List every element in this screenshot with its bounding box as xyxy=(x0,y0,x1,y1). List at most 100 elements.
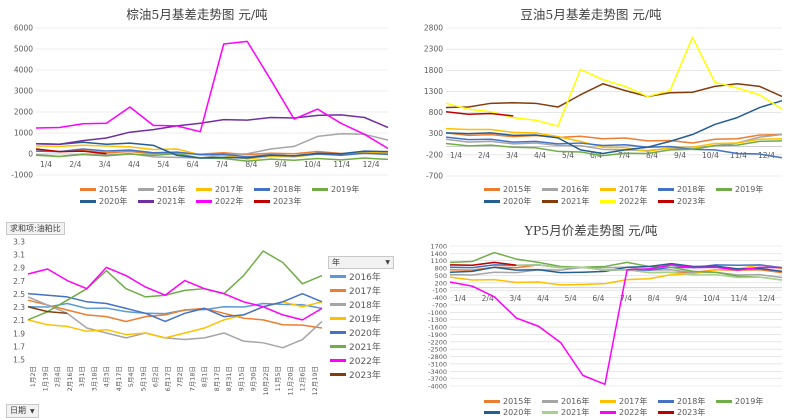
legend-swatch xyxy=(600,411,616,414)
chart-title: 棕油5月基差走势图 元/吨 xyxy=(126,7,268,22)
x-tick-label: 11月5日 xyxy=(274,366,282,391)
legend-label: 2021年 xyxy=(561,197,590,206)
legend-swatch xyxy=(484,411,500,414)
x-tick-label: 8月1日 xyxy=(201,366,209,387)
palm-legend: 2015年 2016年 2017年 2018年 2019年 2020年 2021年 2022年… xyxy=(80,184,380,210)
x-tick-label: 12月6日 xyxy=(299,366,307,391)
legend-swatch xyxy=(658,411,674,414)
x-tick-label: 2/4 xyxy=(69,160,81,169)
legend-swatch xyxy=(80,200,96,203)
legend-swatch xyxy=(484,200,500,203)
legend-item: 2019年 xyxy=(330,312,381,325)
legend-swatch xyxy=(196,200,212,203)
x-tick-label: 6月2日 xyxy=(152,366,160,387)
x-tick-label: 4月3日 xyxy=(103,366,111,387)
legend-swatch xyxy=(600,188,616,191)
legend-item: 2016年 xyxy=(138,184,185,195)
legend-item: 2019年 xyxy=(312,184,359,195)
legend-swatch xyxy=(600,200,616,203)
y-tick-label: 1700 xyxy=(430,243,447,251)
y-tick-label: -700 xyxy=(426,172,443,181)
legend-item: 2018年 xyxy=(658,396,705,407)
legend-label: 2015年 xyxy=(99,185,128,194)
y-tick-label: -1600 xyxy=(428,324,447,332)
x-tick-label: 7/4 xyxy=(216,160,228,169)
x-tick-label: 4/4 xyxy=(534,151,546,160)
y-tick-label: 2.5 xyxy=(13,290,25,299)
legend-item: 2017年 xyxy=(600,184,647,195)
legend-swatch xyxy=(330,303,346,306)
series-line-2017年 xyxy=(445,127,783,153)
soy-basis-chart: 豆油5月基差走势图 元/吨 -700 -200 300 800 1300 1800 2300… xyxy=(394,0,788,210)
x-tick-label: 3/4 xyxy=(99,160,111,169)
legend-item: 2021年 xyxy=(542,407,589,418)
x-tick-label: 1月2日 xyxy=(29,366,37,387)
year-filter-button[interactable]: 年 ▼ xyxy=(328,256,394,269)
legend-item: 2020年 xyxy=(80,196,127,207)
legend-swatch xyxy=(254,188,270,191)
x-tick-label: 6/4 xyxy=(590,151,602,160)
legend-label: 2023年 xyxy=(677,197,706,206)
legend-swatch xyxy=(80,188,96,191)
y-tick-label: 2300 xyxy=(424,45,443,54)
series-line-2021年 xyxy=(27,250,323,321)
legend-label: 2020年 xyxy=(349,329,381,339)
x-tick-label: 10/4 xyxy=(304,160,321,169)
series-line-2019年 xyxy=(445,140,783,157)
y-tick-label: -1000 xyxy=(428,309,447,317)
legend-swatch xyxy=(658,188,674,191)
series-line-2018年 xyxy=(27,296,323,349)
x-tick-label: 10/4 xyxy=(702,151,719,160)
legend-item: 2022年 xyxy=(196,196,243,207)
legend-swatch xyxy=(658,400,674,403)
x-tick-label: 4/4 xyxy=(537,294,549,303)
date-filter-button[interactable]: 日期 ▼ xyxy=(6,404,39,418)
legend-swatch xyxy=(542,188,558,191)
y-tick-label: 2.1 xyxy=(13,316,25,325)
x-tick-label: 5月19日 xyxy=(139,366,147,391)
x-tick-label: 10月22日 xyxy=(262,366,270,396)
legend-label: 2018年 xyxy=(677,397,706,406)
value-field-button[interactable]: 求和项:油粕比 xyxy=(6,222,65,235)
y-tick-label: -4000 xyxy=(428,383,447,391)
y-tick-label: -2500 xyxy=(428,346,447,354)
legend-item: 2023年 xyxy=(658,407,705,418)
legend-label: 2018年 xyxy=(677,185,706,194)
legend-item: 2021年 xyxy=(330,340,381,353)
x-tick-label: 5/4 xyxy=(565,294,577,303)
x-tick-label: 10/4 xyxy=(703,294,720,303)
x-tick-label: 3月1日 xyxy=(78,366,86,387)
x-tick-label: 1/4 xyxy=(454,294,466,303)
legend-item: 2020年 xyxy=(484,196,531,207)
y-tick-label: 2000 xyxy=(14,108,33,117)
legend-item: 2018年 xyxy=(254,184,301,195)
legend-item: 2017年 xyxy=(600,396,647,407)
legend-item: 2018年 xyxy=(330,298,381,311)
x-tick-label: 7月18日 xyxy=(188,366,196,391)
y-tick-label: 800 xyxy=(435,265,447,273)
y-tick-label: -400 xyxy=(432,294,447,302)
y-tick-label: 2.7 xyxy=(13,277,25,286)
legend-label: 2015年 xyxy=(503,185,532,194)
y-tick-label: -1900 xyxy=(428,331,447,339)
x-tick-label: 8/4 xyxy=(648,294,660,303)
legend-item: 2021年 xyxy=(542,196,589,207)
x-tick-label: 12/4 xyxy=(363,160,380,169)
chart-title: 豆油5月基差走势图 元/吨 xyxy=(520,7,662,22)
x-tick-label: 9/4 xyxy=(275,160,287,169)
x-tick-label: 12/4 xyxy=(758,294,775,303)
y-tick-label: -3400 xyxy=(428,368,447,376)
legend-item: 2021年 xyxy=(138,196,185,207)
legend-item: 2022年 xyxy=(600,196,647,207)
series-line-2019年 xyxy=(27,301,323,339)
x-tick-label: 5/4 xyxy=(157,160,169,169)
y-tick-label: 1.5 xyxy=(13,356,25,365)
x-tick-label: 7/4 xyxy=(618,151,630,160)
x-tick-label: 6月17日 xyxy=(164,366,172,391)
legend-label: 2023年 xyxy=(273,197,302,206)
legend-label: 2023年 xyxy=(677,408,706,417)
x-tick-label: 2月16日 xyxy=(66,366,74,391)
x-tick-label: 2/4 xyxy=(478,151,490,160)
series-line-2016年 xyxy=(445,133,783,152)
y-tick-label: 1000 xyxy=(14,129,33,138)
